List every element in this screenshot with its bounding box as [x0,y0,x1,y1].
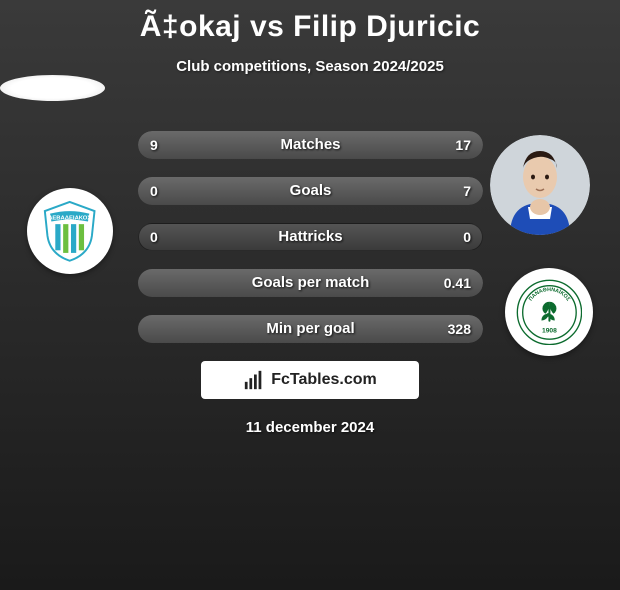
stat-value-left: 0 [150,177,158,205]
stat-row: Min per goal328 [138,315,483,343]
brand-text: FcTables.com [271,371,377,389]
stat-label: Goals per match [138,269,483,297]
stat-value-left: 0 [150,223,158,251]
stat-value-right: 0.41 [444,269,471,297]
stat-label: Matches [138,131,483,159]
stat-value-right: 7 [463,177,471,205]
footer-date: 11 december 2024 [0,419,620,436]
page-title: Ã‡okaj vs Filip Djuricic [0,10,620,44]
stat-value-right: 17 [455,131,471,159]
stat-value-left: 9 [150,131,158,159]
chart-icon [243,369,265,391]
stat-value-right: 0 [463,223,471,251]
stat-row: Hattricks0 0 [138,223,483,251]
brand-logo: FcTables.com [201,361,419,399]
stat-row: Goals per match0.41 [138,269,483,297]
stat-label: Hattricks [138,223,483,251]
comparison-bars: Matches917Goals07Hattricks00Goals per ma… [138,131,483,343]
stat-value-right: 328 [448,315,471,343]
stat-row: Matches9 17 [138,131,483,159]
player-left-avatar [0,75,105,101]
page-subtitle: Club competitions, Season 2024/2025 [0,58,620,75]
stat-label: Goals [138,177,483,205]
stat-row: Goals0 7 [138,177,483,205]
stat-label: Min per goal [138,315,483,343]
